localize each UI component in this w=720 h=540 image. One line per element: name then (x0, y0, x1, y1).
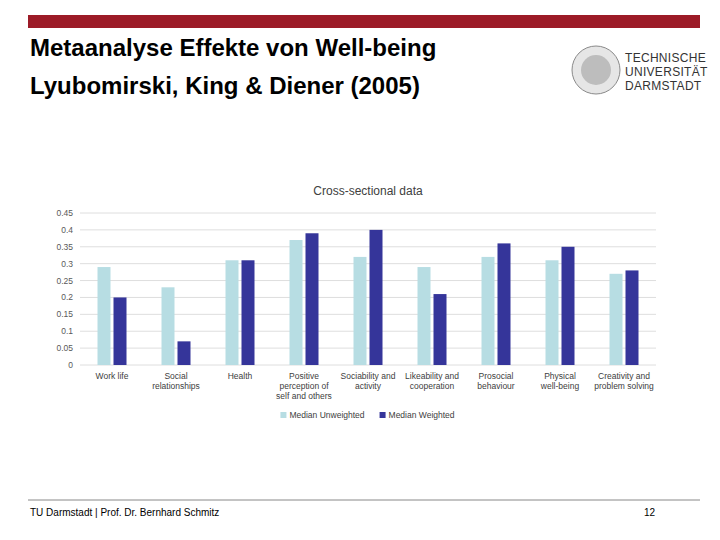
x-tick-label-line: well-being (540, 381, 580, 391)
y-tick-label: 0.2 (61, 292, 73, 302)
y-tick-label: 0.1 (61, 326, 73, 336)
grid-line (80, 229, 656, 230)
logo-text: DARMSTADT (625, 79, 702, 93)
x-tick-label: Health (228, 371, 253, 381)
y-tick-label: 0.45 (56, 208, 73, 218)
legend: Median Unweighted Median Weighted (280, 410, 454, 420)
bar (610, 274, 623, 365)
bar (306, 233, 319, 365)
x-tick-label-line: relationships (152, 381, 200, 391)
x-tick-label: Likeability andcooperation (405, 371, 459, 391)
legend-label: Median Weighted (389, 410, 455, 420)
x-tick-label-line: Creativity and (598, 371, 650, 381)
x-tick-label: Positiveperception ofself and others (276, 371, 332, 401)
legend-label: Median Unweighted (289, 410, 364, 420)
x-tick-label-line: behaviour (477, 381, 515, 391)
bar (242, 260, 255, 365)
x-tick-label: Physicalwell-being (540, 371, 580, 391)
logo-text: UNIVERSITÄT (625, 65, 708, 79)
slide: Metaanalyse Effekte von Well-being Lyubom… (0, 0, 720, 540)
bar (498, 243, 511, 365)
bar (162, 287, 175, 365)
header-bar (28, 15, 700, 28)
bar (482, 257, 495, 365)
footer: TU Darmstadt | Prof. Dr. Bernhard Schmit… (30, 507, 219, 518)
bar (418, 267, 431, 365)
bar (114, 297, 127, 365)
x-tick-label-line: activity (355, 381, 382, 391)
x-tick-label-line: cooperation (410, 381, 455, 391)
x-tick-label-line: Positive (289, 371, 319, 381)
legend-swatch (380, 412, 386, 418)
grid-line (80, 213, 656, 214)
x-tick-label-line: Prosocial (479, 371, 514, 381)
x-tick-label-line: Sociability and (341, 371, 396, 381)
x-tick-label-line: perception of (279, 381, 329, 391)
y-tick-label: 0 (68, 360, 73, 370)
x-tick-label: Work life (96, 371, 129, 381)
bar (226, 260, 239, 365)
x-tick-label: Sociability andactivity (341, 371, 396, 391)
x-tick-label: Creativity andproblem solving (594, 371, 654, 391)
x-tick-label-line: Physical (544, 371, 576, 381)
y-tick-label: 0.05 (56, 343, 73, 353)
y-tick-label: 0.15 (56, 309, 73, 319)
x-tick-label-line: Health (228, 371, 253, 381)
x-tick-label: Prosocialbehaviour (477, 371, 515, 391)
footer-rule (28, 500, 700, 501)
y-tick-label: 0.25 (56, 276, 73, 286)
bar (434, 294, 447, 365)
bar (562, 247, 575, 365)
x-tick-label-line: self and others (276, 391, 332, 401)
bar (370, 230, 383, 365)
bars (98, 230, 639, 365)
x-tick-label-line: Work life (96, 371, 129, 381)
bar (98, 267, 111, 365)
y-tick-label: 0.4 (61, 225, 73, 235)
y-tick-label: 0.35 (56, 242, 73, 252)
logo-emblem (572, 46, 620, 94)
bar (626, 270, 639, 365)
bar (178, 341, 191, 365)
legend-swatch (280, 412, 286, 418)
x-tick-label-line: problem solving (594, 381, 654, 391)
logo-emblem (581, 55, 611, 85)
bar (354, 257, 367, 365)
bar (546, 260, 559, 365)
slide-title: Lyubomirski, King & Diener (2005) (30, 72, 420, 99)
x-tick-label: Socialrelationships (152, 371, 200, 391)
slide-title: Metaanalyse Effekte von Well-being (30, 34, 436, 61)
bar (290, 240, 303, 365)
chart-title: Cross-sectional data (313, 184, 423, 198)
x-tick-label-line: Social (164, 371, 187, 381)
logo-text: TECHNISCHE (625, 51, 706, 65)
page-number: 12 (644, 507, 656, 518)
y-tick-label: 0.3 (61, 259, 73, 269)
x-tick-label-line: Likeability and (405, 371, 459, 381)
